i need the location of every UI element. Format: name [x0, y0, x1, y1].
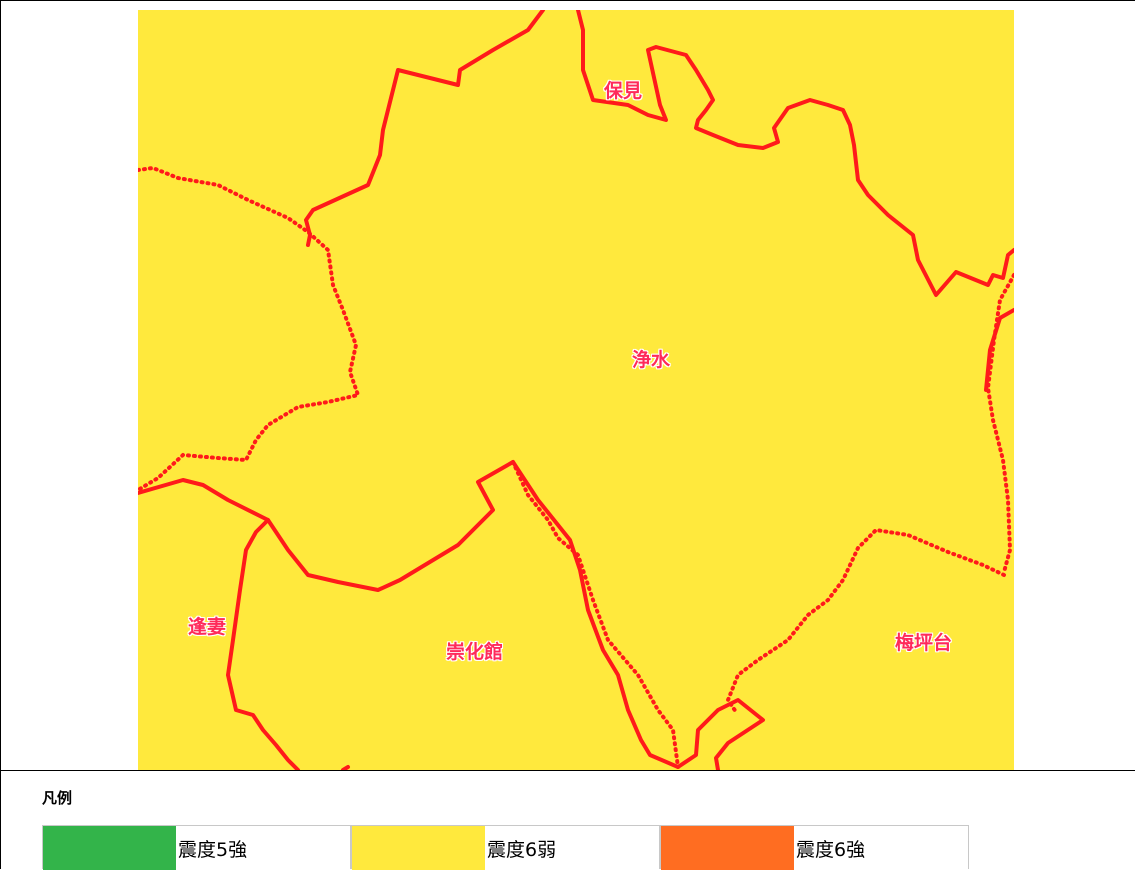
boundary-solid-aizuma: [226, 518, 300, 770]
boundary-solid-east: [984, 308, 1014, 392]
boundary-solid-southwest: [138, 460, 765, 770]
boundary-dotted-center: [511, 460, 680, 769]
area-label-umetsubodai: 梅坪台: [895, 632, 953, 654]
area-label-soukakan: 崇化館: [446, 641, 504, 663]
legend-swatch-green: [43, 826, 176, 870]
boundary-lines: [138, 10, 1014, 770]
area-label-aizuma: 逢妻: [188, 616, 227, 638]
boundary-dotted-south: [725, 527, 1006, 714]
legend-label: 震度6強: [796, 839, 866, 861]
legend-swatch-orange: [661, 826, 794, 870]
legend-swatch-yellow: [352, 826, 485, 870]
area-label-hoken: 保見: [604, 80, 643, 102]
seismic-intensity-map[interactable]: 保見 浄水 逢妻 崇化館 梅坪台: [138, 10, 1014, 770]
legend-label: 震度6弱: [487, 839, 557, 861]
boundary-solid-hoken: [576, 10, 1014, 297]
boundary-dotted-east: [985, 273, 1014, 574]
map-panel: 保見 浄水 逢妻 崇化館 梅坪台: [0, 10, 1135, 771]
legend-item-shindo-6-strong: 震度6強: [660, 825, 969, 870]
boundary-solid-bottom: [341, 765, 350, 770]
legend-label: 震度5強: [178, 839, 248, 861]
boundary-solid-north: [304, 10, 545, 247]
legend-title: 凡例: [42, 789, 73, 807]
boundary-dotted-northwest: [138, 165, 361, 492]
legend-item-shindo-6-weak: 震度6弱: [351, 825, 660, 870]
area-label-jousui: 浄水: [632, 349, 671, 371]
legend-item-shindo-5-strong: 震度5強: [42, 825, 351, 870]
